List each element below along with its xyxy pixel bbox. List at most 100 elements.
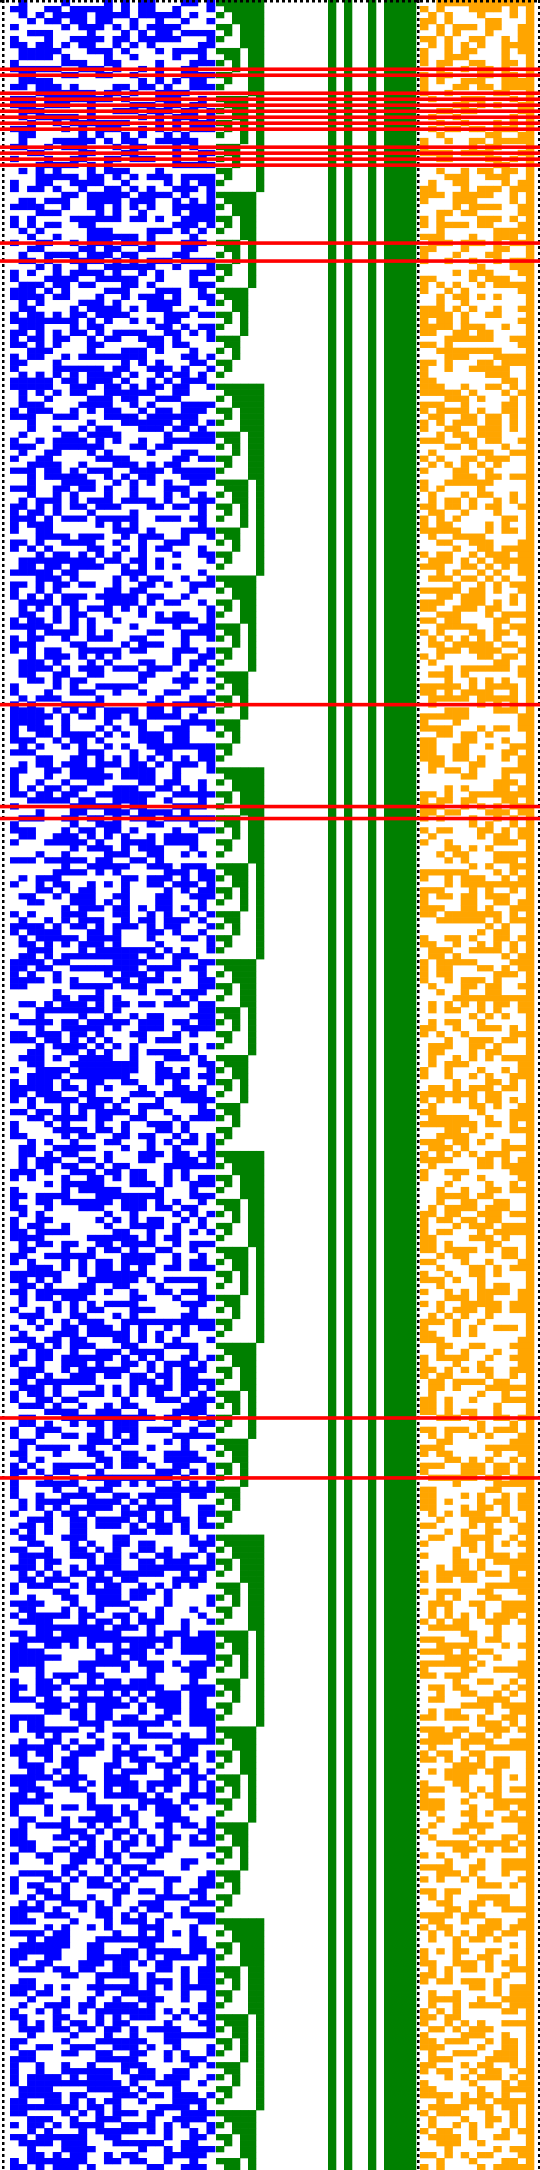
blue-bit-cell: [206, 2026, 216, 2033]
blue-bit-cell: [78, 1462, 88, 1469]
blue-bit-cell: [180, 1642, 190, 1649]
blue-bit-cell: [95, 1390, 105, 1398]
blue-bit-cell: [10, 293, 19, 301]
blue-bit-cell: [146, 2164, 156, 2170]
blue-bit-cell: [27, 1336, 36, 1344]
green-staircase-cell: [224, 1198, 233, 1206]
blue-bit-cell: [121, 2140, 130, 2147]
blue-bit-cell: [103, 1276, 113, 1284]
blue-bit-cell: [52, 1444, 62, 1451]
blue-bit-cell: [103, 1708, 113, 1715]
blue-bit-cell: [121, 1870, 130, 1877]
blue-bit-cell: [95, 1882, 105, 1889]
blue-bit-cell: [129, 1648, 139, 1655]
blue-bit-cell: [52, 1696, 62, 1703]
blue-bit-cell: [52, 137, 62, 145]
blue-bit-cell: [35, 887, 45, 894]
blue-bit-cell: [35, 1043, 45, 1050]
blue-bit-cell: [52, 1768, 62, 1775]
blue-bit-cell: [103, 1168, 113, 1176]
blue-bit-cell: [146, 83, 156, 91]
green-staircase-cell: [216, 983, 225, 990]
blue-bit-cell: [69, 11, 79, 19]
blue-bit-cell: [146, 1216, 156, 1224]
blue-bit-cell: [10, 383, 19, 390]
blue-bit-cell: [146, 1996, 156, 2003]
blue-bit-cell: [52, 185, 62, 193]
blue-bit-cell: [146, 1348, 156, 1356]
blue-bit-cell: [197, 929, 207, 936]
blue-bit-cell: [189, 1348, 199, 1356]
blue-bit-cell: [52, 611, 62, 618]
blue-bit-cell: [206, 1174, 216, 1182]
blue-bit-cell: [172, 923, 182, 930]
blue-bit-cell: [52, 2014, 62, 2021]
green-staircase-cell: [216, 1174, 225, 1182]
blue-bit-cell: [146, 245, 156, 253]
blue-bit-cell: [129, 1834, 139, 1841]
blue-bit-cell: [78, 365, 88, 372]
blue-bit-cell: [129, 275, 139, 283]
blue-bit-cell: [35, 1162, 45, 1170]
blue-bit-cell: [27, 1438, 36, 1445]
blue-bit-cell: [18, 1372, 28, 1380]
blue-bit-cell: [95, 725, 105, 732]
blue-bit-cell: [52, 311, 62, 318]
blue-bit-cell: [180, 371, 190, 378]
blue-bit-cell: [206, 185, 216, 193]
green-staircase-cell: [216, 1210, 225, 1218]
blue-bit-cell: [121, 287, 130, 295]
blue-bit-cell: [10, 1612, 19, 1619]
blue-bit-cell: [146, 389, 156, 396]
green-staircase-cell: [216, 2110, 225, 2117]
blue-bit-cell: [18, 641, 28, 648]
blue-bit-cell: [155, 467, 165, 474]
blue-bit-cell: [18, 1348, 28, 1356]
blue-bit-cell: [69, 1528, 79, 1535]
blue-bit-cell: [95, 1354, 105, 1362]
blue-bit-cell: [95, 1816, 105, 1823]
blue-bit-cell: [95, 1025, 105, 1032]
blue-bit-cell: [103, 503, 113, 510]
blue-bit-cell: [10, 1468, 19, 1475]
blue-bit-cell: [206, 1444, 216, 1451]
blue-bit-cell: [129, 1984, 139, 1991]
blue-bit-cell: [44, 251, 54, 259]
blue-bit-cell: [27, 899, 36, 906]
blue-bit-cell: [86, 1960, 96, 1967]
blue-bit-cell: [146, 779, 156, 786]
blue-bit-cell: [35, 1498, 45, 1505]
blue-bit-cell: [197, 551, 207, 558]
blue-bit-cell: [44, 17, 54, 25]
blue-bit-cell: [180, 1972, 190, 1979]
blue-bit-cell: [206, 1510, 216, 1517]
blue-bit-cell: [69, 869, 79, 876]
blue-bit-cell: [129, 1055, 139, 1062]
green-staircase-cell: [224, 2110, 233, 2117]
blue-bit-cell: [61, 629, 71, 636]
blue-bit-cell: [189, 1480, 199, 1487]
blue-bit-cell: [95, 749, 105, 756]
green-staircase-cell: [224, 1876, 233, 1883]
blue-bit-cell: [69, 1750, 79, 1757]
blue-bit-cell: [146, 1954, 156, 1961]
blue-bit-cell: [52, 173, 62, 181]
blue-bit-cell: [61, 365, 71, 372]
blue-bit-cell: [206, 1870, 216, 1877]
blue-bit-cell: [138, 1636, 147, 1643]
blue-bit-cell: [172, 1492, 182, 1499]
blue-bit-cell: [10, 1666, 19, 1673]
blue-bit-cell: [86, 1168, 96, 1176]
blue-bit-cell: [206, 1726, 216, 1733]
blue-bit-cell: [129, 1528, 139, 1535]
blue-bit-cell: [103, 5, 113, 13]
blue-bit-cell: [44, 1270, 54, 1278]
green-staircase-cell: [224, 1174, 233, 1182]
blue-bit-cell: [121, 395, 130, 402]
blue-bit-cell: [129, 767, 139, 774]
blue-bit-cell: [44, 761, 54, 768]
green-staircase-cell: [216, 1186, 225, 1194]
blue-bit-cell: [129, 647, 139, 654]
blue-bit-cell: [197, 1198, 207, 1206]
blue-bit-cell: [52, 551, 62, 558]
